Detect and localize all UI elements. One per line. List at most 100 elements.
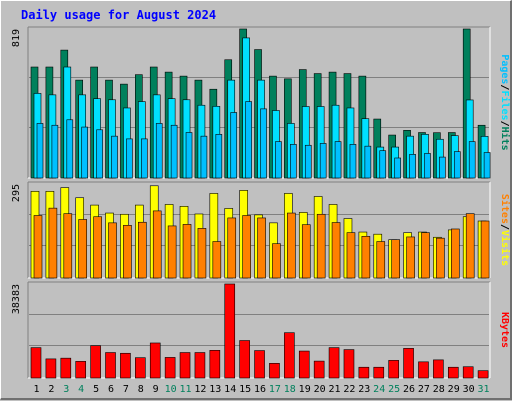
kbytes-bar bbox=[298, 350, 310, 379]
sites-bar bbox=[331, 222, 341, 279]
kbytes-bar bbox=[179, 352, 191, 379]
side-label-part: KBytes bbox=[499, 312, 510, 348]
sites-bar bbox=[63, 213, 73, 279]
pages-bar bbox=[170, 124, 178, 179]
sites-bar bbox=[346, 232, 356, 279]
sites-bar bbox=[316, 213, 326, 279]
pages-bar bbox=[349, 144, 357, 179]
sites-bar bbox=[152, 210, 162, 279]
kbytes-bar bbox=[164, 357, 176, 379]
kbytes-bar bbox=[75, 361, 87, 379]
kbytes-bar bbox=[433, 359, 444, 379]
x-tick-label: 24 bbox=[373, 384, 385, 395]
kbytes-bar bbox=[105, 352, 116, 379]
kbytes-bar bbox=[224, 283, 236, 379]
y-max-label: 819 bbox=[11, 29, 22, 47]
sites-bar bbox=[242, 215, 251, 279]
kbytes-bar bbox=[149, 342, 161, 379]
sites-bar bbox=[123, 225, 132, 279]
sites-bar bbox=[182, 224, 192, 279]
kbytes-bar bbox=[135, 357, 146, 379]
kbytes-bar bbox=[313, 360, 325, 379]
x-tick-label: 20 bbox=[314, 384, 326, 395]
pages-bar bbox=[81, 126, 89, 179]
kbytes-bar bbox=[477, 370, 489, 379]
pages-bar bbox=[96, 129, 103, 179]
x-tick-label: 25 bbox=[388, 384, 400, 395]
kbytes-bar bbox=[90, 345, 101, 379]
x-tick-label: 21 bbox=[328, 384, 340, 395]
side-label-part: Pages bbox=[499, 54, 510, 84]
sites-bar bbox=[78, 219, 88, 279]
sites-bar bbox=[376, 241, 386, 279]
x-tick-label: 29 bbox=[448, 384, 460, 395]
sites-bar bbox=[108, 222, 117, 279]
pages-bar bbox=[126, 138, 133, 179]
kbytes-bar bbox=[269, 363, 280, 379]
x-tick-label: 12 bbox=[194, 384, 206, 395]
pages-bar bbox=[141, 138, 148, 179]
pages-bar bbox=[424, 153, 431, 179]
x-tick-label: 17 bbox=[269, 384, 281, 395]
sites-bar bbox=[197, 228, 207, 279]
x-tick-label: 26 bbox=[403, 384, 415, 395]
sites-bar bbox=[167, 225, 177, 279]
x-tick-label: 15 bbox=[239, 384, 251, 395]
x-tick-label: 10 bbox=[165, 384, 177, 395]
pages-bar bbox=[155, 123, 163, 179]
kbytes-bar bbox=[254, 350, 265, 379]
x-tick-label: 11 bbox=[179, 384, 191, 395]
pages-bar bbox=[439, 156, 446, 179]
sites-bar bbox=[465, 213, 475, 279]
x-tick-label: 18 bbox=[284, 384, 296, 395]
kbytes-bar bbox=[418, 361, 429, 379]
x-tick-label: 3 bbox=[63, 384, 69, 395]
x-tick-label: 1 bbox=[33, 384, 39, 395]
kbytes-bar bbox=[328, 347, 340, 379]
side-label-part: Sites bbox=[499, 194, 511, 224]
pages-bar bbox=[275, 141, 282, 179]
x-tick-label: 2 bbox=[48, 384, 54, 395]
sites-bar bbox=[406, 236, 415, 279]
sites-bar bbox=[361, 236, 371, 279]
kbytes-bar bbox=[209, 350, 221, 379]
sites-bar bbox=[287, 212, 296, 279]
x-tick-label: 4 bbox=[78, 384, 84, 395]
sites-bar bbox=[93, 216, 102, 279]
kbytes-bar bbox=[462, 366, 474, 379]
pages-bar bbox=[483, 152, 491, 179]
pages-bar bbox=[245, 101, 252, 179]
pages-bar bbox=[230, 112, 238, 179]
x-tick-label: 28 bbox=[433, 384, 445, 395]
pages-bar bbox=[409, 154, 416, 179]
sites-bar bbox=[480, 220, 490, 279]
kbytes-bar bbox=[30, 347, 42, 379]
pages-bar bbox=[468, 141, 476, 179]
pages-bar bbox=[304, 144, 312, 179]
sites-bar bbox=[450, 228, 460, 279]
side-label-part: / bbox=[499, 84, 510, 90]
side-label-part: Hits bbox=[499, 127, 511, 151]
x-tick-label: 30 bbox=[463, 384, 475, 395]
pages-bar bbox=[453, 151, 461, 179]
kbytes-bar bbox=[388, 360, 399, 379]
kbytes-bar bbox=[45, 358, 57, 379]
kbytes-bar bbox=[343, 349, 355, 379]
x-tick-label: 14 bbox=[224, 384, 236, 395]
side-label-part: / bbox=[499, 121, 510, 127]
side-axis-label: Pages/Files/Hits bbox=[499, 54, 511, 150]
kbytes-bar bbox=[284, 332, 295, 379]
pages-bar bbox=[290, 144, 297, 179]
sites-bar bbox=[301, 224, 311, 279]
pages-bar bbox=[215, 134, 223, 179]
pages-bar bbox=[185, 132, 193, 179]
side-axis-label: Sites/Visits bbox=[499, 194, 511, 266]
sites-bar bbox=[212, 241, 222, 279]
pages-bar bbox=[260, 108, 267, 179]
y-max-label: 295 bbox=[11, 184, 22, 202]
pages-bar bbox=[319, 143, 327, 179]
kbytes-bar bbox=[120, 352, 131, 379]
pages-bar bbox=[334, 141, 342, 179]
